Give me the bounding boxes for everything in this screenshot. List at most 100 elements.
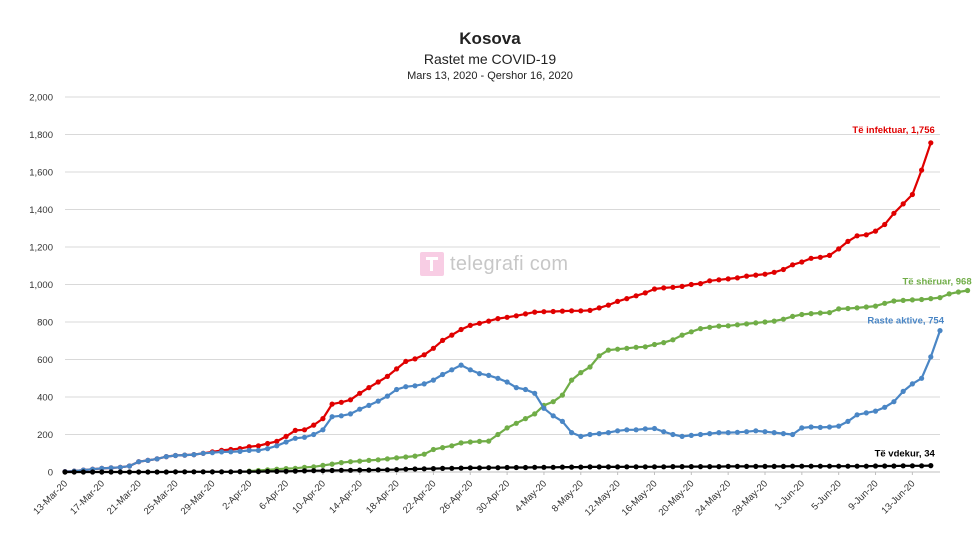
gridlines — [65, 96, 940, 435]
data-point — [320, 462, 326, 468]
series-label-t-infektuar: Të infektuar, 1,756 — [852, 125, 934, 136]
data-point — [440, 371, 446, 378]
x-tick-label: 25-Mar-20 — [142, 478, 181, 517]
series-line-t-infektuar — [64, 142, 932, 473]
x-tick-label: 16-May-20 — [620, 478, 660, 518]
y-tick-label: 1,000 — [29, 280, 53, 291]
data-point — [909, 191, 916, 198]
data-point — [292, 427, 298, 433]
data-point — [486, 318, 492, 324]
data-point — [845, 305, 851, 312]
x-tick-label: 6-Apr-20 — [257, 478, 291, 512]
data-point — [707, 324, 713, 330]
x-tick-label: 13-Jun-20 — [879, 478, 917, 516]
data-point — [771, 269, 777, 275]
data-point — [513, 313, 519, 319]
data-point — [836, 463, 842, 469]
data-point — [909, 381, 916, 387]
data-point — [744, 463, 750, 469]
data-point — [790, 313, 796, 319]
data-point — [688, 281, 694, 288]
data-point — [707, 278, 713, 284]
data-point — [661, 285, 667, 291]
data-point — [403, 466, 409, 472]
data-point — [476, 320, 483, 326]
data-point — [320, 427, 326, 433]
x-tick-label: 12-May-20 — [583, 478, 623, 518]
x-tick-label: 2-Apr-20 — [220, 478, 254, 512]
data-point — [790, 463, 796, 469]
data-point — [136, 469, 142, 475]
data-point — [532, 390, 538, 396]
data-point — [605, 430, 612, 436]
data-point — [513, 385, 519, 391]
data-point — [172, 469, 179, 475]
data-point — [762, 429, 768, 435]
data-point — [126, 463, 133, 469]
data-point — [688, 329, 694, 335]
data-point — [826, 463, 833, 469]
data-point — [532, 411, 538, 417]
data-point — [504, 425, 510, 431]
data-point — [891, 399, 897, 405]
data-point — [347, 467, 354, 473]
x-tick-label: 17-Mar-20 — [68, 478, 107, 517]
data-point — [762, 463, 768, 469]
data-point — [366, 467, 372, 473]
data-point — [99, 465, 105, 471]
data-point — [394, 366, 400, 372]
data-point — [872, 228, 879, 234]
data-point — [541, 405, 547, 411]
data-point — [753, 320, 759, 326]
data-point — [780, 431, 787, 437]
data-point — [872, 408, 879, 414]
data-point — [679, 332, 685, 338]
data-point — [891, 210, 897, 216]
x-tick-label: 5-Jun-20 — [810, 478, 844, 512]
data-point — [394, 455, 400, 461]
data-point — [440, 445, 446, 451]
y-axis: 0 200 400 600 800 1,000 1,200 1,400 1,600 1,800 2,… — [29, 93, 53, 479]
data-point — [467, 439, 473, 445]
data-point — [716, 430, 722, 436]
data-point — [661, 429, 667, 435]
data-point — [145, 457, 151, 463]
data-point — [559, 308, 566, 314]
x-tick-label: 10-Apr-20 — [290, 478, 328, 516]
data-point — [863, 232, 869, 238]
data-point — [596, 464, 602, 470]
data-point — [237, 448, 243, 454]
data-point — [522, 416, 529, 422]
data-point — [559, 418, 566, 424]
data-point — [780, 463, 787, 469]
x-tick-label: 21-Mar-20 — [105, 478, 144, 517]
data-point — [550, 399, 556, 405]
data-point — [154, 469, 160, 475]
data-point — [771, 463, 777, 469]
data-point — [219, 469, 225, 475]
data-point — [615, 464, 621, 470]
data-point — [826, 310, 833, 316]
data-point — [228, 449, 234, 455]
series-labels: Të infektuar, 1,756 Të shëruar, 968 Raste … — [852, 125, 971, 460]
data-point — [615, 298, 621, 304]
data-point — [799, 259, 805, 265]
data-point — [891, 463, 897, 469]
x-tick-label: 4-May-20 — [513, 478, 549, 514]
data-point — [836, 306, 842, 312]
data-point — [900, 463, 906, 469]
data-point — [808, 463, 814, 469]
data-point — [440, 465, 446, 471]
data-point — [744, 429, 750, 435]
data-point — [163, 469, 169, 475]
data-point — [559, 464, 566, 470]
data-point — [707, 464, 713, 470]
series-line-t-sh-ruar — [249, 289, 968, 473]
data-point — [771, 430, 777, 436]
data-point — [624, 296, 630, 302]
data-point — [605, 464, 612, 470]
data-point — [808, 255, 814, 261]
data-point — [467, 322, 473, 328]
x-tick-label: 20-May-20 — [657, 478, 697, 518]
